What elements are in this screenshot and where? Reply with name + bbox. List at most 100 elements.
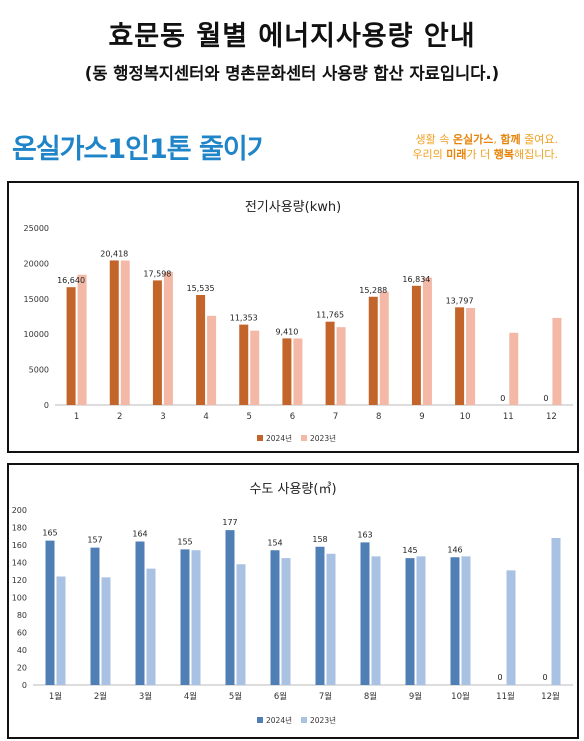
- slogan-text: 가 더: [466, 148, 494, 161]
- slogan-text: 줄여요.: [520, 133, 558, 146]
- legend-swatch-2024: [257, 435, 263, 441]
- y-tick-label: 80: [17, 611, 27, 620]
- x-tick-label: 8: [376, 412, 381, 422]
- data-label: 0: [500, 394, 505, 403]
- x-tick-label: 6월: [274, 691, 287, 702]
- legend-swatch-2023: [301, 717, 307, 723]
- bar-2023: [250, 330, 260, 405]
- bar-2024: [196, 295, 206, 405]
- chart-title: 전기사용량(kwh): [244, 200, 342, 215]
- x-tick-label: 9월: [409, 691, 422, 702]
- legend-label: 2024년: [266, 715, 292, 725]
- data-label: 20,418: [100, 249, 128, 258]
- legend-label: 2023년: [310, 715, 336, 725]
- y-tick-label: 5000: [29, 366, 49, 375]
- data-label: 163: [357, 530, 372, 539]
- y-tick-label: 100: [12, 594, 27, 603]
- x-tick-label: 2: [117, 412, 122, 422]
- bar-2023: [207, 315, 217, 405]
- x-tick-label: 7월: [319, 691, 332, 702]
- x-tick-label: 8월: [364, 691, 377, 702]
- slogan-text: 생활 속: [415, 133, 453, 146]
- data-label: 0: [543, 394, 548, 403]
- bar-2024: [66, 287, 76, 405]
- bar-2024: [315, 546, 325, 685]
- bar-2023: [191, 550, 201, 685]
- data-label: 146: [447, 545, 462, 554]
- data-label: 158: [312, 535, 327, 544]
- bar-2024: [325, 321, 335, 405]
- bar-2024: [455, 307, 465, 405]
- x-tick-label: 4월: [184, 691, 197, 702]
- slogan-text: 우리의: [412, 148, 447, 161]
- data-label: 0: [497, 673, 502, 682]
- bar-2023: [422, 277, 432, 405]
- bar-2023: [552, 317, 562, 405]
- slogan-line-1: 생활 속 온실가스, 함께 줄여요.: [412, 132, 558, 147]
- y-tick-label: 60: [17, 629, 27, 638]
- x-tick-label: 5: [247, 412, 252, 422]
- bar-2023: [236, 564, 246, 685]
- bar-2024: [45, 540, 55, 685]
- legend-swatch-2024: [257, 717, 263, 723]
- legend-label: 2023년: [310, 433, 336, 443]
- y-tick-label: 15000: [24, 295, 49, 304]
- chart-title: 수도 사용량(㎥): [249, 482, 337, 497]
- data-label: 16,834: [402, 275, 430, 284]
- water-chart-panel: 수도 사용량(㎥) 0 20 40 60 80 100 120 140 160 180 200 165…: [7, 463, 579, 739]
- legend-label: 2024년: [266, 433, 292, 443]
- x-tick-label: 11: [503, 412, 514, 422]
- data-label: 165: [42, 529, 57, 538]
- y-tick-label: 200: [12, 506, 27, 515]
- bar-2024: [135, 541, 145, 685]
- x-tick-label: 2월: [94, 691, 107, 702]
- bar-2024: [368, 296, 378, 405]
- slogan-text: ,: [493, 133, 501, 146]
- data-label: 17,598: [143, 269, 171, 278]
- data-label: 15,288: [359, 286, 387, 295]
- data-label: 154: [267, 538, 282, 547]
- data-label: 145: [402, 546, 417, 555]
- y-tick-label: 10000: [24, 330, 49, 339]
- bar-2024: [405, 558, 415, 685]
- data-label: 16,640: [57, 276, 85, 285]
- bar-2023: [293, 338, 303, 405]
- x-tick-label: 10: [460, 412, 471, 422]
- bar-2023: [163, 271, 173, 405]
- bar-2023: [551, 538, 561, 685]
- bar-2024: [152, 280, 162, 405]
- bar-2023: [326, 553, 336, 685]
- x-tick-label: 6: [290, 412, 295, 422]
- bar-2024: [109, 260, 119, 405]
- x-tick-label: 7: [333, 412, 338, 422]
- x-tick-label: 5월: [229, 691, 242, 702]
- x-tick-label: 3월: [139, 691, 152, 702]
- page-subtitle: (동 행정복지센터와 명촌문화센터 사용량 합산 자료입니다.): [84, 64, 500, 83]
- data-label: 0: [542, 673, 547, 682]
- y-tick-label: 140: [12, 559, 27, 568]
- campaign-logo-text: 온실가스1인1톤 줄이기: [12, 134, 262, 165]
- bar-2023: [120, 260, 130, 405]
- bar-2023: [509, 332, 519, 405]
- bar-2023: [379, 291, 389, 405]
- y-tick-label: 160: [12, 541, 27, 550]
- bar-2024: [239, 324, 249, 405]
- data-label: 13,797: [446, 296, 474, 305]
- campaign-slogan: 생활 속 온실가스, 함께 줄여요. 우리의 미래가 더 행복해집니다.: [412, 132, 558, 162]
- bar-2024: [270, 550, 280, 685]
- bar-2023: [466, 308, 476, 405]
- y-tick-label: 0: [44, 401, 49, 410]
- bar-2023: [371, 556, 381, 685]
- slogan-highlight: 행복: [493, 148, 515, 161]
- bar-2024: [180, 549, 190, 685]
- x-tick-label: 3: [160, 412, 165, 422]
- y-tick-label: 40: [17, 646, 27, 655]
- slogan-highlight: 함께: [500, 133, 521, 146]
- data-label: 164: [132, 530, 147, 539]
- bar-2024: [90, 547, 100, 685]
- bar-2023: [146, 568, 156, 685]
- data-label: 11,765: [316, 311, 344, 320]
- slogan-highlight: 온실가스: [452, 133, 494, 146]
- bar-2023: [336, 327, 346, 405]
- slogan-text: 해집니다.: [514, 148, 558, 161]
